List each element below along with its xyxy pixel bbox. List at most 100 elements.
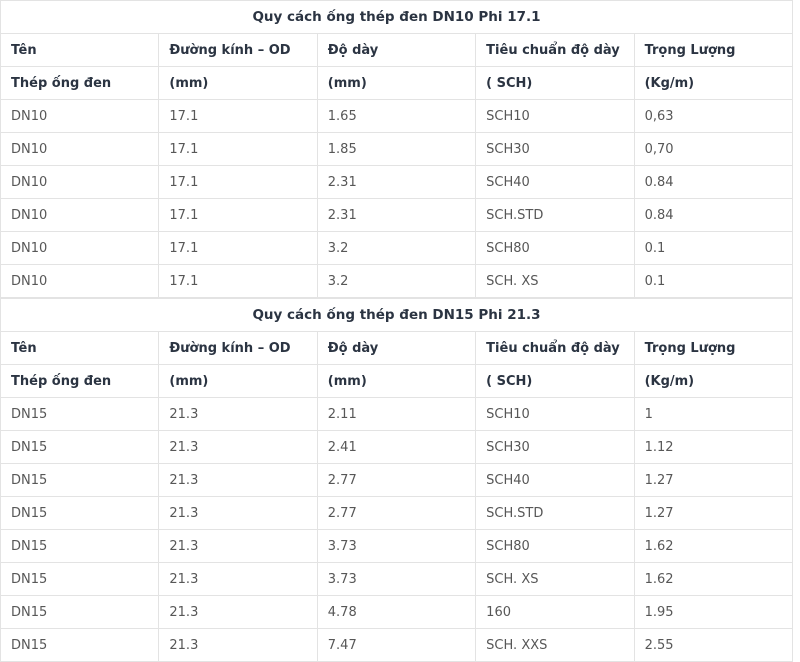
table-row: DN10 17.1 3.2 SCH80 0.1 <box>0 231 794 265</box>
table-cell: DN10 <box>0 198 160 232</box>
table-cell: 4.78 <box>316 595 477 629</box>
column-unit-header: ( SCH) <box>475 364 635 398</box>
column-unit-row: Thép ống đen (mm) (mm)( SCH) (Kg/m) <box>0 66 794 100</box>
column-header: Đường kính – OD <box>158 33 318 67</box>
table-row: DN15 21.3 3.73 SCH. XS 1.62 <box>0 562 794 596</box>
column-unit-row: Thép ống đen (mm) (mm)( SCH) (Kg/m) <box>0 364 794 398</box>
table-title-row: Quy cách ống thép đen DN10 Phi 17.1 <box>0 0 793 34</box>
table-cell: 21.3 <box>158 628 318 662</box>
column-header: Tiêu chuẩn độ dày <box>475 331 635 365</box>
column-header: Tên <box>0 33 160 67</box>
table-cell: SCH80 <box>475 529 635 563</box>
table-row: DN15 21.3 2.11 SCH10 1 <box>0 397 794 431</box>
table-cell: 3.2 <box>316 264 477 298</box>
table-cell: 0.1 <box>633 231 794 265</box>
column-header: Trọng Lượng <box>633 33 794 67</box>
table-cell: SCH40 <box>475 463 635 497</box>
column-header: Tên <box>0 331 160 365</box>
table-cell: 160 <box>475 595 635 629</box>
column-header: Độ dày <box>316 33 477 67</box>
table-row: DN10 17.1 1.65 SCH10 0,63 <box>0 99 794 133</box>
column-unit-header: (Kg/m) <box>633 364 794 398</box>
table-body: DN10 17.1 1.65 SCH10 0,63 DN10 17.1 1.85 SCH30 0,… <box>0 99 794 298</box>
table-cell: 17.1 <box>158 132 318 166</box>
table-cell: 0.84 <box>633 165 794 199</box>
table-row: DN15 21.3 4.78 160 1.95 <box>0 595 794 629</box>
table-cell: 0,63 <box>633 99 794 133</box>
column-header: Độ dày <box>316 331 477 365</box>
table-cell: 21.3 <box>158 397 318 431</box>
table-body: DN15 21.3 2.11 SCH10 1 DN15 21.3 2.41 SCH30 1.12 D… <box>0 397 794 662</box>
column-unit-header: (mm) <box>158 364 318 398</box>
table-cell: 1.12 <box>633 430 794 464</box>
table-cell: SCH30 <box>475 430 635 464</box>
table-cell: 2.11 <box>316 397 477 431</box>
table-cell: SCH10 <box>475 397 635 431</box>
table-cell: 3.73 <box>316 562 477 596</box>
table-cell: SCH.STD <box>475 496 635 530</box>
table-cell: 17.1 <box>158 99 318 133</box>
column-header: Trọng Lượng <box>633 331 794 365</box>
table-cell: 0,70 <box>633 132 794 166</box>
table-cell: DN15 <box>0 430 160 464</box>
column-unit-header: (mm) <box>158 66 318 100</box>
table-row: DN10 17.1 3.2 SCH. XS 0.1 <box>0 264 794 298</box>
table-cell: 1.27 <box>633 463 794 497</box>
table-cell: DN15 <box>0 595 160 629</box>
table-cell: 3.2 <box>316 231 477 265</box>
table-cell: 3.73 <box>316 529 477 563</box>
column-header: Tiêu chuẩn độ dày <box>475 33 635 67</box>
table-cell: 7.47 <box>316 628 477 662</box>
table-cell: DN10 <box>0 99 160 133</box>
column-unit-header: (mm) <box>316 364 477 398</box>
table-cell: 21.3 <box>158 595 318 629</box>
table-cell: 2.77 <box>316 496 477 530</box>
table-cell: 1.95 <box>633 595 794 629</box>
table-cell: 2.77 <box>316 463 477 497</box>
table-row: DN15 21.3 7.47 SCH. XXS 2.55 <box>0 628 794 662</box>
table-cell: DN15 <box>0 529 160 563</box>
table-title: Quy cách ống thép đen DN15 Phi 21.3 <box>0 298 793 332</box>
column-unit-header: Thép ống đen <box>0 364 160 398</box>
table-cell: 21.3 <box>158 496 318 530</box>
column-unit-header: (mm) <box>316 66 477 100</box>
table-cell: 2.55 <box>633 628 794 662</box>
table-cell: DN15 <box>0 496 160 530</box>
table-title: Quy cách ống thép đen DN10 Phi 17.1 <box>0 0 793 34</box>
table-cell: 1.62 <box>633 529 794 563</box>
table-cell: SCH30 <box>475 132 635 166</box>
table-row: DN10 17.1 2.31 SCH40 0.84 <box>0 165 794 199</box>
table-cell: 21.3 <box>158 463 318 497</box>
table-cell: 1.85 <box>316 132 477 166</box>
table-cell: SCH. XXS <box>475 628 635 662</box>
table-cell: 17.1 <box>158 198 318 232</box>
table-row: DN15 21.3 3.73 SCH80 1.62 <box>0 529 794 563</box>
pipe-spec-table: Quy cách ống thép đen DN10 Phi 17.1 Tên Đ… <box>0 0 794 298</box>
table-cell: SCH.STD <box>475 198 635 232</box>
table-cell: DN15 <box>0 397 160 431</box>
table-cell: 1.62 <box>633 562 794 596</box>
table-cell: DN10 <box>0 264 160 298</box>
table-cell: 17.1 <box>158 231 318 265</box>
table-cell: 17.1 <box>158 165 318 199</box>
table-cell: 21.3 <box>158 430 318 464</box>
column-header-row: Tên Đường kính – OD Độ dày Tiêu chuẩn độ dà… <box>0 33 794 67</box>
table-cell: 1.65 <box>316 99 477 133</box>
table-cell: 1 <box>633 397 794 431</box>
column-header-row: Tên Đường kính – OD Độ dày Tiêu chuẩn độ dà… <box>0 331 794 365</box>
table-row: DN10 17.1 2.31 SCH.STD 0.84 <box>0 198 794 232</box>
table-cell: DN10 <box>0 132 160 166</box>
table-row: DN15 21.3 2.41 SCH30 1.12 <box>0 430 794 464</box>
table-cell: DN15 <box>0 463 160 497</box>
table-cell: DN15 <box>0 562 160 596</box>
table-row: DN15 21.3 2.77 SCH40 1.27 <box>0 463 794 497</box>
pipe-spec-table: Quy cách ống thép đen DN15 Phi 21.3 Tên Đ… <box>0 298 794 662</box>
table-cell: 2.31 <box>316 198 477 232</box>
table-cell: 0.1 <box>633 264 794 298</box>
table-cell: 21.3 <box>158 562 318 596</box>
table-cell: 0.84 <box>633 198 794 232</box>
column-unit-header: Thép ống đen <box>0 66 160 100</box>
table-cell: SCH10 <box>475 99 635 133</box>
table-row: DN15 21.3 2.77 SCH.STD 1.27 <box>0 496 794 530</box>
